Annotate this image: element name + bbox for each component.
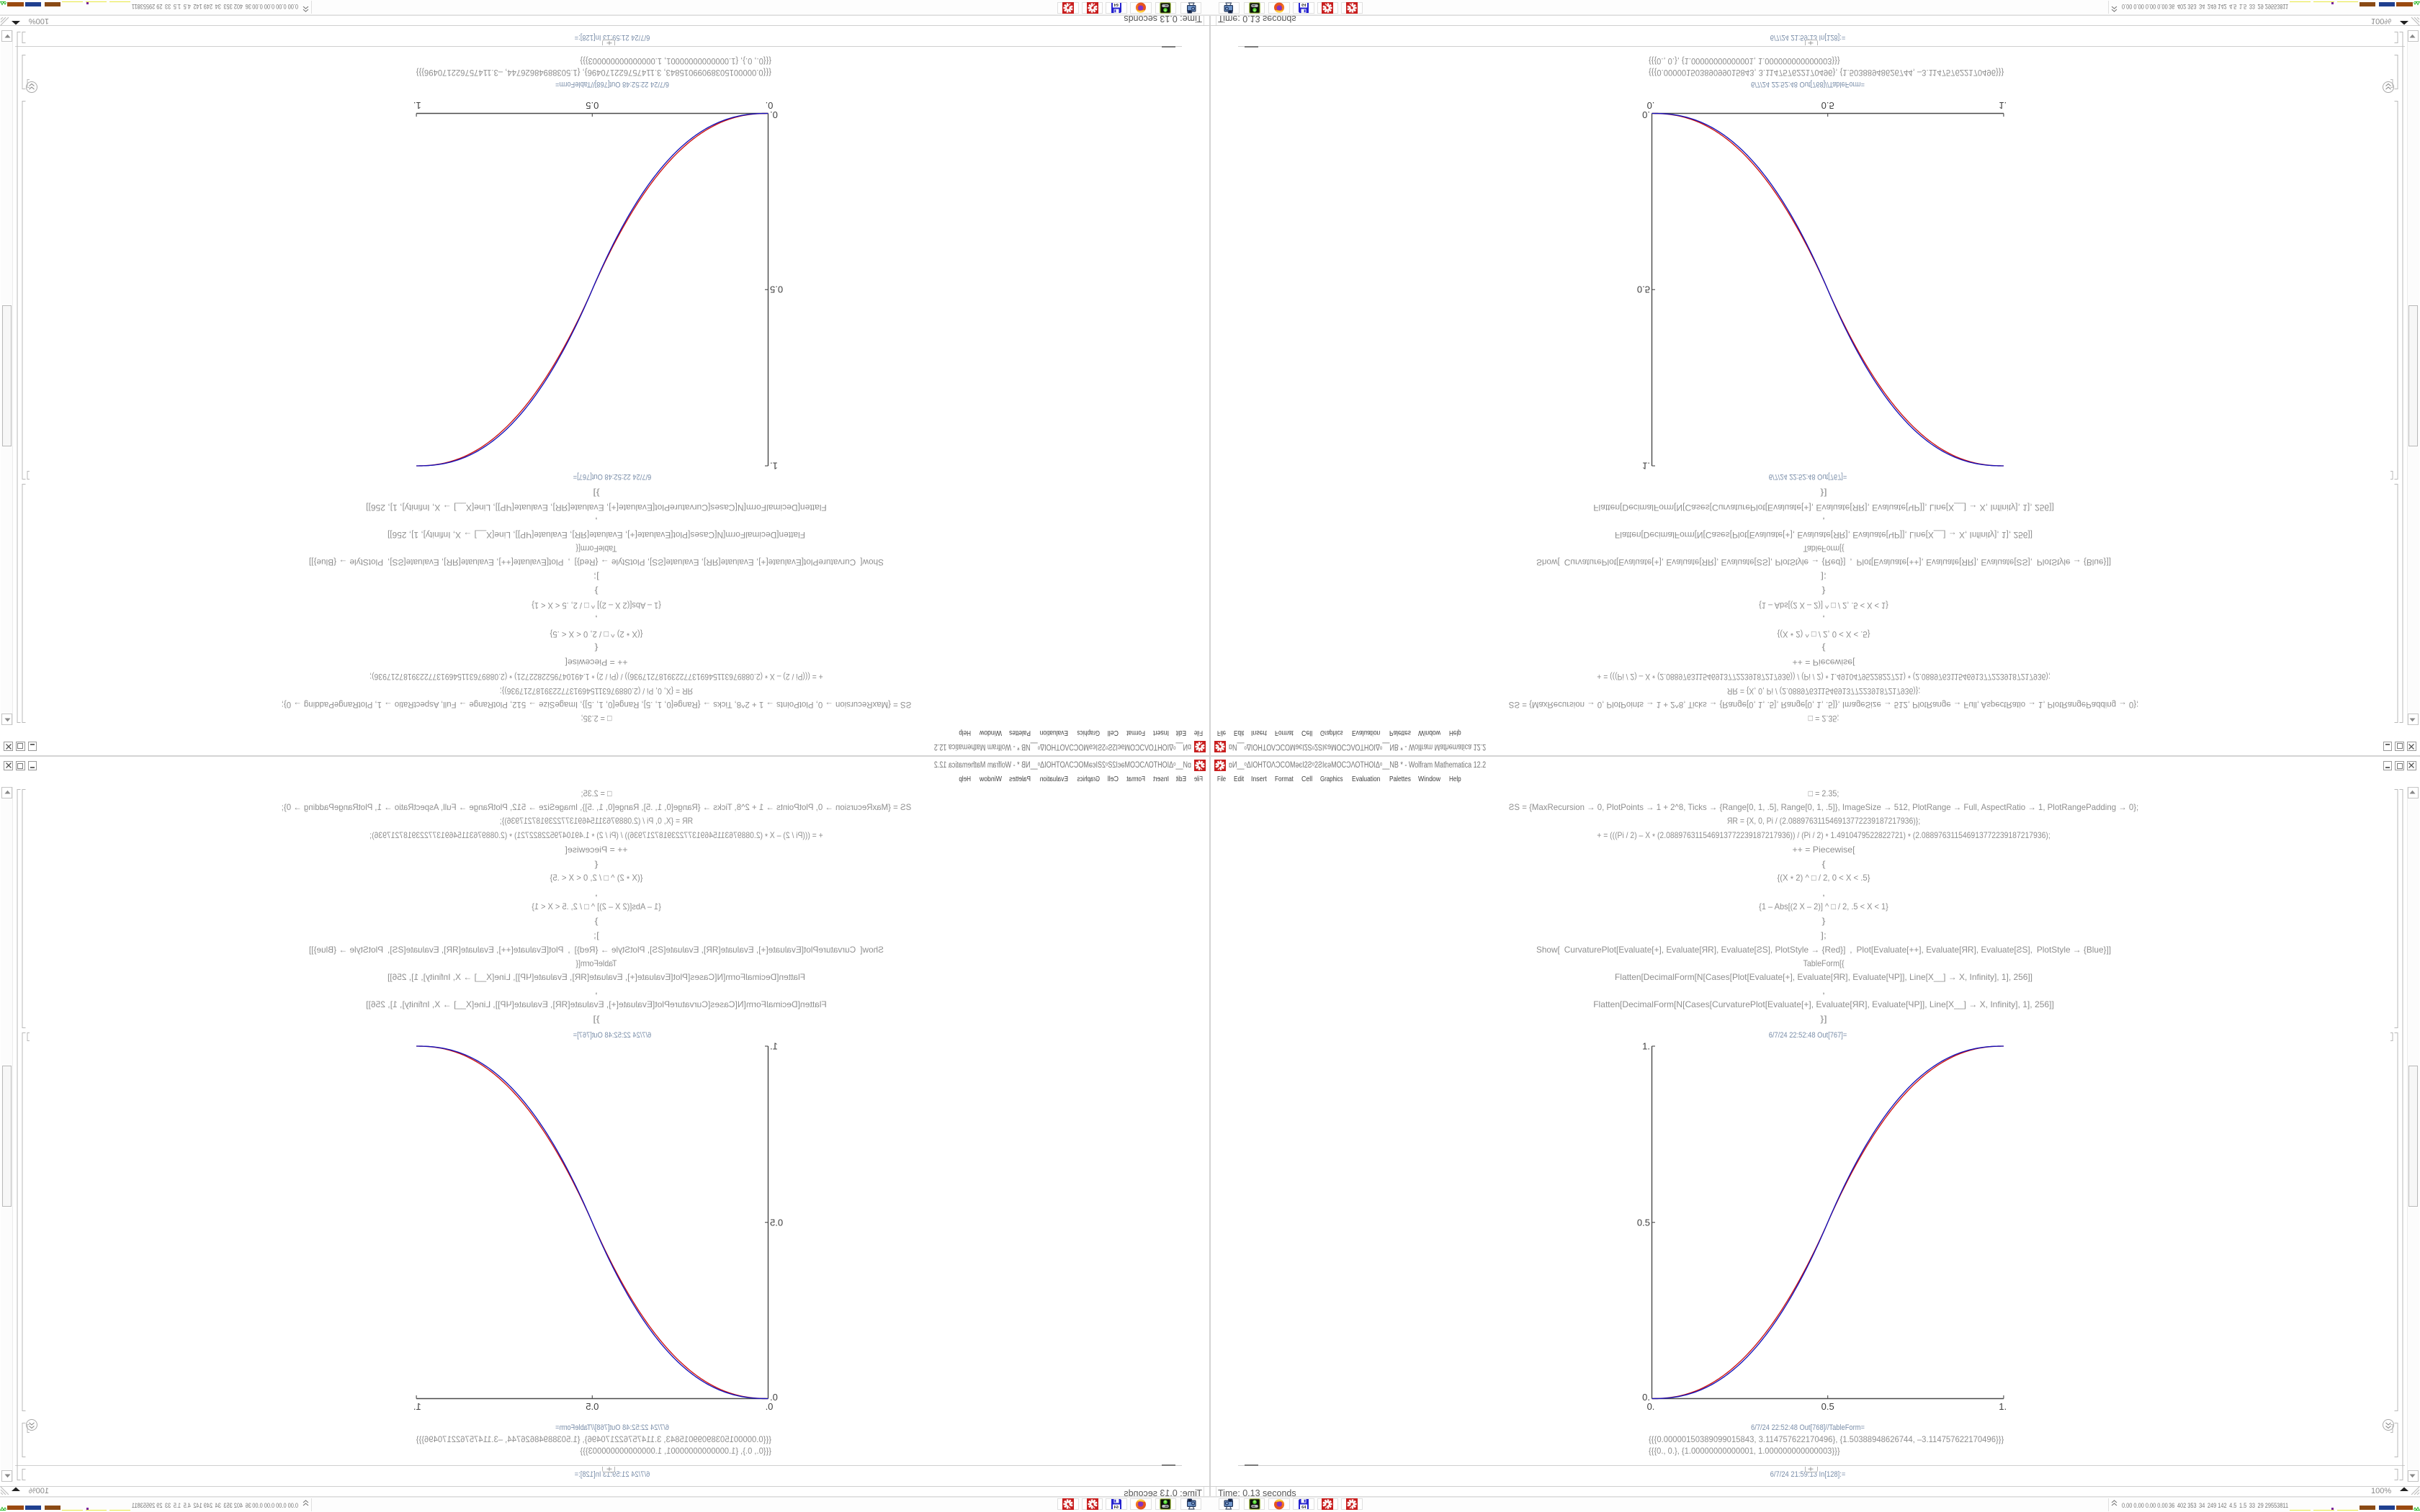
svg-text:0.: 0. xyxy=(766,100,774,111)
svg-text:0.: 0. xyxy=(1647,1401,1655,1412)
svg-text:0.: 0. xyxy=(766,1401,774,1412)
svg-text:0.: 0. xyxy=(1642,109,1650,120)
svg-text:0.5: 0.5 xyxy=(1821,1401,1834,1412)
svg-text:64: 64 xyxy=(1113,1506,1119,1510)
svg-text:0.: 0. xyxy=(770,1392,778,1403)
svg-text:0.5: 0.5 xyxy=(586,100,599,111)
svg-text:0.5: 0.5 xyxy=(770,284,783,295)
svg-text:1.: 1. xyxy=(770,1041,778,1052)
svg-text:0.5: 0.5 xyxy=(1637,1218,1650,1228)
svg-text:0.: 0. xyxy=(1642,1392,1650,1403)
svg-text:1.: 1. xyxy=(413,100,421,111)
svg-text:64: 64 xyxy=(1301,3,1307,7)
svg-text:1.: 1. xyxy=(1999,1401,2007,1412)
svg-text:0.: 0. xyxy=(770,109,778,120)
svg-text:0.5: 0.5 xyxy=(1637,284,1650,295)
svg-text:1.: 1. xyxy=(1999,100,2007,111)
svg-text:1.: 1. xyxy=(1642,1041,1650,1052)
svg-text:0.: 0. xyxy=(1647,100,1655,111)
svg-text:1.: 1. xyxy=(1642,461,1650,472)
svg-text:0.5: 0.5 xyxy=(1821,100,1834,111)
svg-text:1.: 1. xyxy=(770,461,778,472)
svg-text:0.5: 0.5 xyxy=(770,1218,783,1228)
svg-text:0.5: 0.5 xyxy=(586,1401,599,1412)
svg-text:1.: 1. xyxy=(413,1401,421,1412)
svg-text:64: 64 xyxy=(1113,3,1119,7)
svg-text:64: 64 xyxy=(1301,1506,1307,1510)
